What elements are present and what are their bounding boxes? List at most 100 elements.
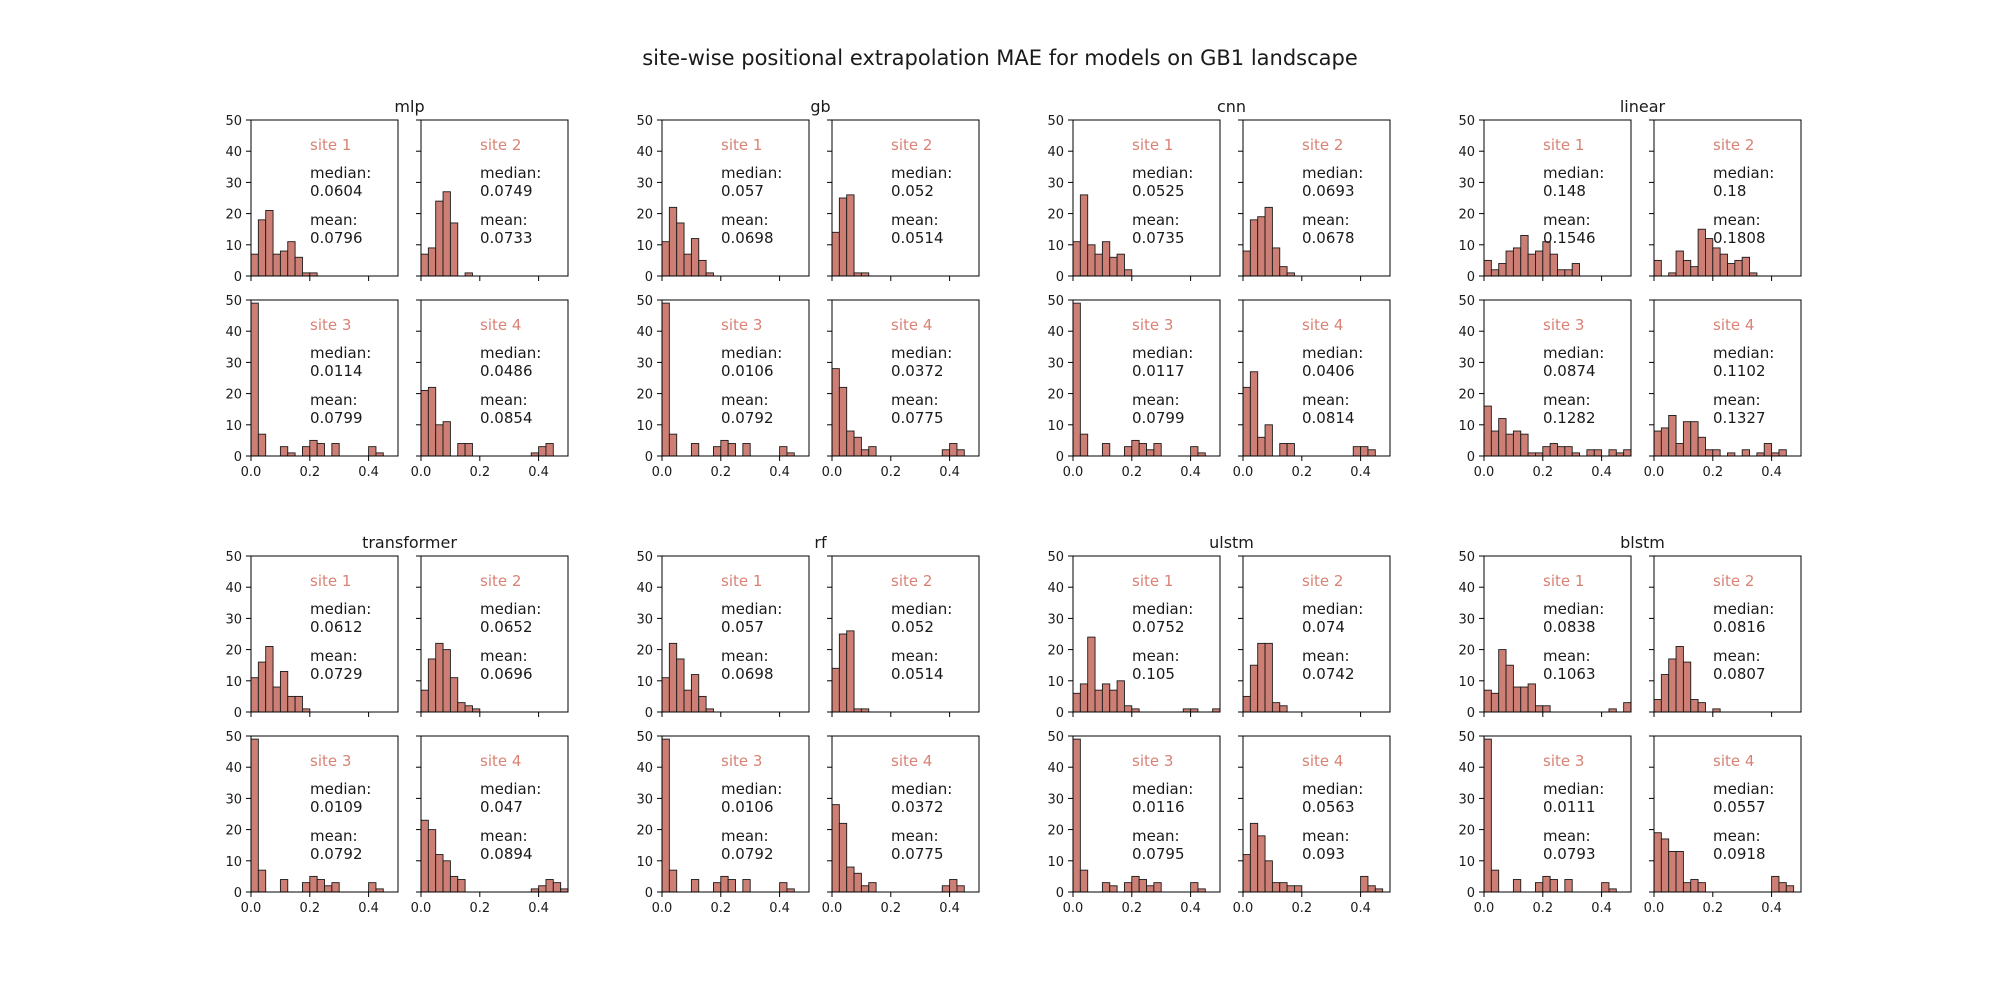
mean-label: mean:	[721, 647, 769, 665]
axes-frame	[250, 735, 399, 893]
mean-label: mean:	[721, 391, 769, 409]
histogram-bar	[331, 882, 340, 893]
histogram-bar	[1131, 875, 1140, 893]
histogram-bar	[690, 238, 700, 277]
axes-frame	[420, 555, 569, 713]
median-label: median:	[1302, 344, 1363, 362]
site-label: site 2	[480, 572, 521, 590]
x-tick-label: 0.0	[411, 901, 432, 916]
mean-value: 0.1327	[1713, 409, 1766, 427]
y-tick-label: 30	[1047, 356, 1064, 371]
y-tick-label: 40	[1458, 145, 1475, 160]
median-label: median:	[1713, 600, 1774, 618]
y-tick-label: 30	[1458, 612, 1475, 627]
histogram-bar	[1123, 269, 1133, 277]
histogram-bar	[1778, 449, 1787, 457]
y-tick-label: 10	[225, 239, 242, 254]
histogram-panel: site 2 median:0.052 mean:0.0514	[827, 555, 980, 717]
histogram-bar	[1512, 686, 1522, 713]
y-tick-label: 40	[1458, 581, 1475, 596]
y-tick-label: 40	[636, 761, 653, 776]
median-value: 0.148	[1543, 182, 1586, 200]
histogram-bar	[846, 866, 855, 893]
x-tick-label: 0.0	[1233, 901, 1254, 916]
axes-frame	[1072, 735, 1221, 893]
median-value: 0.0604	[310, 182, 363, 200]
y-tick-label: 10	[1458, 855, 1475, 870]
histogram-bar	[257, 869, 267, 893]
histogram-bar	[1094, 253, 1103, 277]
site-label: site 1	[1543, 136, 1584, 154]
histogram-bar	[1675, 443, 1684, 457]
y-tick-label: 10	[1047, 419, 1064, 434]
x-tick-label: 0.0	[411, 465, 432, 480]
mean-label: mean:	[1132, 211, 1180, 229]
histogram-bar	[316, 443, 325, 457]
histogram-panel: site 2 median:0.18 mean:0.1808	[1649, 119, 1802, 281]
median-value: 0.1102	[1713, 362, 1766, 380]
median-value: 0.052	[891, 618, 934, 636]
y-tick-label: 20	[1047, 644, 1064, 659]
mean-label: mean:	[891, 391, 939, 409]
y-tick-label: 0	[645, 450, 653, 465]
histogram-bar	[1527, 683, 1536, 713]
axes-frame	[1653, 735, 1802, 893]
x-tick-label: 0.4	[1350, 465, 1371, 480]
histogram-bar	[1498, 649, 1507, 713]
mean-label: mean:	[1132, 391, 1180, 409]
median-label: median:	[480, 780, 541, 798]
histogram-bar	[1668, 850, 1677, 893]
y-tick-label: 50	[636, 114, 653, 129]
histogram-bar	[1682, 661, 1692, 713]
histogram-bar	[1719, 253, 1728, 277]
histogram-bar	[1264, 642, 1273, 713]
histogram-bar	[1271, 702, 1281, 713]
histogram-bar	[1727, 263, 1736, 277]
site-label: site 2	[1302, 572, 1343, 590]
x-tick-label: 0.0	[1063, 465, 1084, 480]
mean-value: 0.0799	[1132, 409, 1185, 427]
histogram-bar	[1242, 250, 1251, 277]
histogram-bar	[1675, 646, 1684, 713]
y-tick-label: 0	[1467, 886, 1475, 901]
histogram-bar	[1242, 854, 1251, 893]
y-tick-label: 30	[225, 792, 242, 807]
histogram-bar	[1123, 705, 1133, 713]
axes-frame	[1483, 555, 1632, 713]
histogram-bar	[1527, 253, 1536, 277]
histogram-bar	[1771, 875, 1780, 893]
site-label: site 4	[1302, 752, 1343, 770]
histogram-bar	[435, 854, 444, 893]
histogram-bar	[250, 677, 259, 713]
mean-label: mean:	[1713, 391, 1761, 409]
axes-frame	[831, 555, 980, 713]
y-tick-label: 0	[234, 706, 242, 721]
axes-frame	[1483, 119, 1632, 277]
histogram-bar	[683, 689, 692, 713]
median-value: 0.0114	[310, 362, 363, 380]
mean-value: 0.0799	[310, 409, 363, 427]
histogram-bar	[1138, 443, 1147, 457]
histogram-bar	[956, 885, 965, 893]
mean-label: mean:	[310, 647, 358, 665]
histogram-bar	[831, 231, 840, 277]
histogram-bar	[1271, 247, 1281, 277]
x-tick-label: 0.2	[469, 901, 490, 916]
y-tick-label: 0	[645, 706, 653, 721]
histogram-bar	[1653, 699, 1662, 713]
histogram-bar	[1190, 446, 1199, 457]
histogram-bar	[457, 879, 466, 893]
histogram-bar	[1490, 692, 1500, 713]
median-value: 0.057	[721, 618, 764, 636]
y-tick-label: 50	[1047, 730, 1064, 745]
histogram-panel: 0 10 20 30 40 50 0.0 0.2 0.4 site 3 median:0.0874 m…	[1458, 294, 1632, 480]
histogram-bar	[1490, 869, 1500, 893]
histogram-bar	[676, 222, 685, 277]
mean-value: 0.0792	[310, 845, 363, 863]
histogram-bar	[427, 829, 437, 893]
y-tick-label: 10	[1047, 855, 1064, 870]
figure-title: site-wise positional extrapolation MAE f…	[642, 46, 1358, 70]
histogram-bar	[846, 630, 855, 713]
axes-frame	[1242, 555, 1391, 713]
